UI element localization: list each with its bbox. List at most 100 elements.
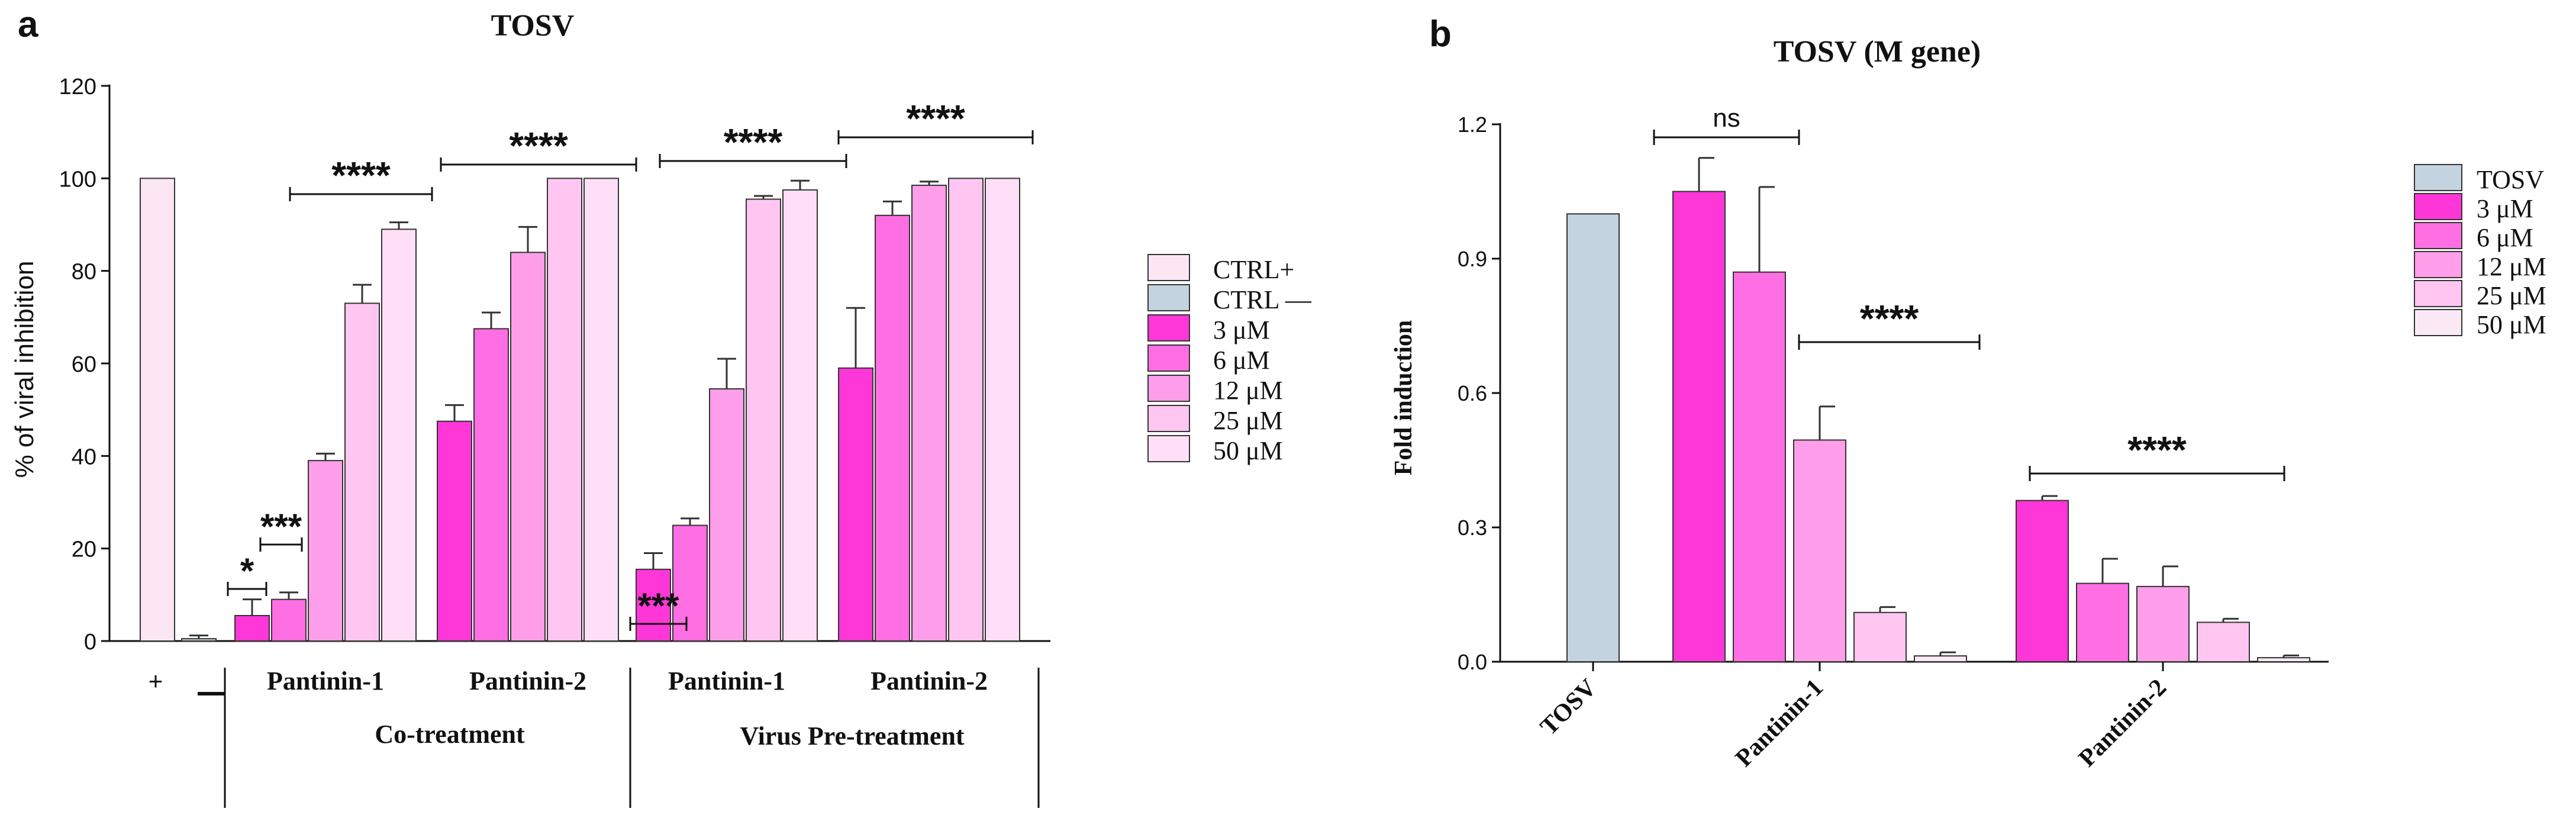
x-tick-label-b: TOSV bbox=[1535, 674, 1602, 741]
legend-swatch-b bbox=[2414, 251, 2462, 278]
significance-label: **** bbox=[724, 121, 783, 163]
y-tick-label-a: 100 bbox=[59, 167, 96, 192]
bar-ctrl-pos bbox=[140, 178, 175, 642]
legend-swatch-b bbox=[2414, 280, 2462, 307]
y-tick-label-b: 0.6 bbox=[1458, 381, 1487, 405]
x-tick-label-b: Pantinin-2 bbox=[2074, 674, 2172, 772]
legend-swatch-a bbox=[1147, 435, 1190, 462]
bar-1-3 bbox=[547, 178, 582, 642]
bar-b-0-1 bbox=[1733, 271, 1786, 662]
bar-1-1 bbox=[473, 328, 509, 642]
bar-0-3 bbox=[344, 302, 380, 642]
bar-ctrl-neg bbox=[181, 638, 217, 642]
y-tick-label-a: 40 bbox=[72, 445, 96, 469]
x-group-label-a: Pantinin-2 bbox=[469, 666, 586, 695]
significance-label: **** bbox=[1860, 297, 1919, 340]
significance-label: **** bbox=[509, 124, 568, 167]
significance-label: *** bbox=[260, 507, 302, 546]
bar-0-4 bbox=[381, 228, 417, 642]
bar-2-3 bbox=[746, 198, 781, 642]
significance-label: **** bbox=[2127, 429, 2187, 471]
x-group-label-a: Pantinin-1 bbox=[668, 666, 785, 695]
legend-label-a: 6 μM bbox=[1213, 346, 1270, 375]
significance-label: *** bbox=[637, 586, 679, 626]
legend-label-b: 6 μM bbox=[2477, 223, 2533, 252]
legend-swatch-a bbox=[1147, 344, 1190, 372]
chart-b-title: TOSV (M gene) bbox=[1774, 35, 1981, 69]
bar-b-0-3 bbox=[1853, 611, 1907, 663]
bar-b-1-1 bbox=[2076, 582, 2129, 662]
y-tick-label-b: 1.2 bbox=[1458, 112, 1487, 137]
x-group-label-a: Pantinin-2 bbox=[871, 666, 988, 695]
y-tick-label-b: 0.0 bbox=[1458, 650, 1487, 674]
bar-2-0 bbox=[636, 568, 671, 642]
y-tick-label-b: 0.9 bbox=[1458, 247, 1487, 271]
legend-label-a: 50 μM bbox=[1213, 436, 1283, 465]
legend-swatch-a bbox=[1147, 405, 1190, 432]
legend-swatch-a bbox=[1147, 254, 1190, 281]
significance-label: **** bbox=[331, 154, 391, 197]
bar-3-1 bbox=[875, 214, 910, 642]
bar-b-1-4 bbox=[2257, 657, 2310, 662]
legend-label-a: 12 μM bbox=[1213, 376, 1283, 405]
legend-label-b: 12 μM bbox=[2477, 252, 2546, 281]
legend-label-a: CTRL+ bbox=[1213, 255, 1294, 284]
panel-b-label: b bbox=[1429, 14, 1452, 54]
bar-3-4 bbox=[985, 178, 1020, 642]
bar-b-0-2 bbox=[1793, 439, 1846, 662]
y-tick-label-a: 80 bbox=[72, 260, 96, 285]
bar-2-4 bbox=[782, 189, 818, 642]
bar-1-4 bbox=[583, 178, 619, 642]
y-tick-label-b: 0.3 bbox=[1458, 516, 1487, 540]
bar-3-3 bbox=[948, 178, 984, 642]
bar-0-0 bbox=[234, 615, 270, 642]
chart-a-title: TOSV bbox=[491, 9, 575, 43]
bar-b-1-2 bbox=[2136, 585, 2190, 663]
chart-b-ylabel: Fold induction bbox=[1390, 320, 1417, 476]
x-tick-label-b: Pantinin-1 bbox=[1730, 674, 1829, 772]
chart-a: 0 20 40 60 80 100 120 + Pantinin-1 Pantinin-2 Pant… bbox=[59, 75, 1050, 808]
y-tick-label-a: 0 bbox=[84, 630, 96, 655]
bar-b-0-0 bbox=[1672, 191, 1726, 662]
panel-a-label: a bbox=[18, 4, 38, 45]
legend-label-b: 50 μM bbox=[2477, 310, 2546, 339]
bar-b-0-4 bbox=[1914, 655, 1967, 662]
legend-label-a: 3 μM bbox=[1213, 315, 1270, 344]
significance-label: **** bbox=[906, 97, 965, 140]
legend-swatch-a bbox=[1147, 375, 1190, 402]
legend-label-b: 25 μM bbox=[2477, 281, 2546, 310]
chart-a-ylabel: % of viral inhibition bbox=[10, 261, 39, 478]
bar-3-2 bbox=[911, 185, 947, 642]
y-tick-label-a: 20 bbox=[72, 537, 96, 562]
legend-label-a: 25 μM bbox=[1213, 406, 1283, 435]
legend-swatch-b bbox=[2414, 193, 2462, 220]
significance-label: ns bbox=[1713, 104, 1740, 133]
x-label-ctrl-pos: + bbox=[149, 667, 163, 695]
bar-2-1 bbox=[672, 524, 708, 642]
chart-b: 0.0 0.3 0.6 0.9 1.2 TOSV Pantinin-1 Pantinin-2 n… bbox=[1458, 104, 2329, 772]
legend-swatch-b bbox=[2414, 164, 2462, 191]
y-tick-label-a: 60 bbox=[72, 352, 96, 377]
legend-label-b: 3 μM bbox=[2477, 194, 2533, 223]
legend-label-a: CTRL — bbox=[1213, 285, 1312, 314]
legend-swatch-b bbox=[2414, 222, 2462, 249]
bar-tosv-control bbox=[1566, 213, 1620, 663]
treatment-label: Virus Pre-treatment bbox=[740, 722, 965, 751]
legend-label-b: TOSV bbox=[2477, 165, 2544, 194]
legend-swatch-a bbox=[1147, 284, 1190, 311]
x-group-label-a: Pantinin-1 bbox=[267, 666, 384, 695]
treatment-label: Co-treatment bbox=[375, 720, 525, 749]
legend-swatch-b bbox=[2414, 309, 2462, 336]
bar-0-1 bbox=[271, 598, 307, 642]
legend-swatch-a bbox=[1147, 314, 1190, 342]
bar-3-0 bbox=[838, 367, 873, 642]
bar-2-2 bbox=[709, 388, 744, 642]
bar-0-2 bbox=[308, 460, 343, 642]
bar-b-1-3 bbox=[2197, 621, 2250, 662]
y-tick-label-a: 120 bbox=[59, 75, 96, 99]
bar-b-1-0 bbox=[2016, 500, 2069, 662]
significance-label: * bbox=[240, 551, 254, 591]
bar-1-2 bbox=[510, 252, 546, 642]
